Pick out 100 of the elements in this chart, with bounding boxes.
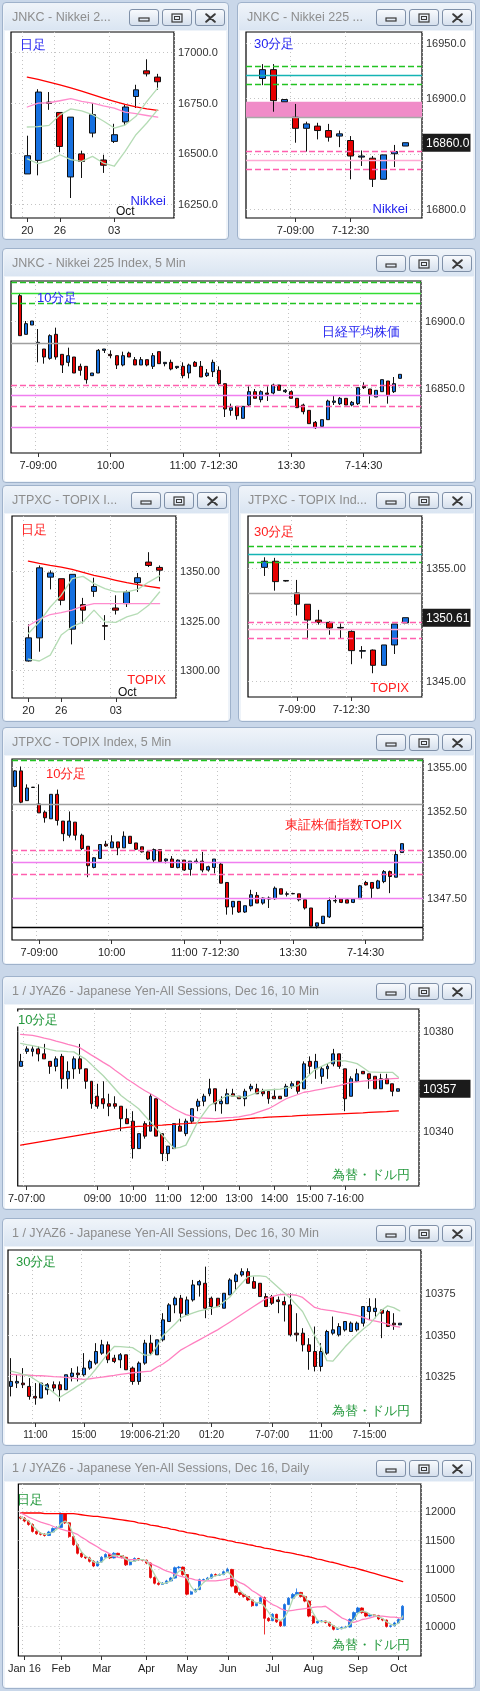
annotation: 日足 — [17, 1491, 43, 1507]
y-tick-label: 1355.00 — [426, 562, 466, 575]
x-tick-label: 13:00 — [225, 1191, 253, 1204]
annotation: 日経平均株価 — [322, 323, 400, 339]
annotation: TOPIX — [370, 679, 410, 695]
y-tick-label: 10350 — [425, 1328, 456, 1341]
x-tick-label: 7-12:30 — [331, 223, 370, 236]
y-tick-label: 10380 — [423, 1025, 454, 1038]
annotation: 東証株価指数TOPIX — [285, 816, 403, 832]
y-tick-label: 16750.0 — [178, 96, 218, 109]
x-tick-label: 10:00 — [96, 458, 125, 471]
x-tick-label: 7-16:00 — [326, 1191, 364, 1204]
x-tick-label: 03 — [108, 223, 121, 236]
x-tick-label: 26 — [55, 703, 68, 716]
x-tick-label: 7-09:00 — [276, 223, 315, 236]
text: 16860.0 — [426, 135, 470, 150]
x-tick-label: 6-21:20 — [145, 1428, 181, 1440]
x-tick-label: 14:00 — [260, 1191, 289, 1204]
x-tick-label: Apr — [137, 1661, 156, 1674]
annotation: 為替・ドル円 — [332, 1402, 410, 1418]
annotation: Oct — [116, 204, 136, 218]
x-tick-label: 7-14:30 — [345, 458, 383, 471]
y-tick-label: 10500 — [425, 1591, 456, 1604]
x-tick-label: 11:00 — [23, 1428, 48, 1440]
x-tick-label: 7-12:30 — [201, 945, 240, 958]
annotation: 10分足 — [18, 1011, 59, 1027]
annotation: 日足 — [21, 521, 47, 537]
annotation: 日足 — [20, 36, 46, 52]
x-tick-label: 15:00 — [296, 1191, 324, 1204]
x-tick-label: 11:00 — [308, 1428, 334, 1440]
chart-title: JTPXC - TOPIX Index, 5 Min — [12, 735, 172, 750]
chart-title: JNKC - Nikkei 225 Index, 5 Min — [12, 256, 186, 271]
x-tick-label: 19:00 — [119, 1428, 146, 1440]
x-tick-label: 11:00 — [154, 1191, 182, 1204]
chart-title: JTPXC - TOPIX I... — [12, 493, 118, 508]
x-tick-label: 13:30 — [279, 945, 307, 958]
y-tick-label: 1345.00 — [426, 675, 466, 688]
y-tick-label: 10340 — [423, 1125, 454, 1138]
x-tick-label: 12:00 — [189, 1191, 218, 1204]
y-tick-label: 1325.00 — [180, 614, 220, 627]
y-tick-label: 16900.0 — [426, 92, 466, 105]
text: 10357 — [423, 1081, 457, 1096]
x-tick-label: 7-07:00 — [7, 1191, 46, 1204]
x-tick-label: 7-09:00 — [20, 945, 58, 958]
y-tick-label: 1352.50 — [427, 804, 467, 817]
x-tick-label: 20 — [21, 223, 34, 236]
x-tick-label: Feb — [51, 1661, 71, 1674]
x-tick-label: 7-14:30 — [346, 945, 385, 958]
y-tick-label: 16850.0 — [425, 381, 465, 394]
annotation: Nikkei — [372, 200, 409, 216]
chart-title: JTPXC - TOPIX Ind... — [248, 493, 368, 508]
y-tick-label: 16800.0 — [426, 203, 466, 216]
x-tick-label: Aug — [303, 1661, 324, 1674]
annotation: 10分足 — [37, 289, 78, 305]
annotation: TOPIX — [127, 671, 167, 687]
annotation: Oct — [118, 685, 138, 699]
y-tick-label: 16500.0 — [178, 147, 218, 160]
y-tick-label: 1300.00 — [180, 664, 220, 677]
x-tick-label: 20 — [22, 703, 35, 716]
y-tick-label: 16950.0 — [426, 37, 466, 50]
y-tick-label: 1355.00 — [427, 760, 467, 773]
x-tick-label: 03 — [109, 703, 122, 716]
x-tick-label: 11:00 — [169, 458, 197, 471]
y-tick-label: 10325 — [425, 1370, 456, 1383]
y-tick-label: 1350.00 — [427, 848, 467, 861]
x-tick-label: 7-15:00 — [352, 1428, 387, 1440]
x-tick-label: Sep — [348, 1661, 368, 1674]
chart-title: JNKC - Nikkei 225 ... — [247, 10, 364, 25]
y-tick-label: 11000 — [425, 1562, 455, 1575]
annotation: 30分足 — [254, 523, 295, 539]
x-tick-label: Oct — [390, 1661, 408, 1674]
annotation: 30分足 — [16, 1253, 57, 1269]
x-tick-label: 15:00 — [71, 1428, 97, 1440]
x-tick-label: 10:00 — [119, 1191, 147, 1204]
x-tick-label: 26 — [53, 223, 67, 236]
x-tick-label: 7-09:00 — [19, 458, 57, 471]
y-tick-label: 16250.0 — [178, 197, 218, 210]
x-tick-label: Jan 16 — [7, 1661, 41, 1674]
annotation: 為替・ドル円 — [332, 1166, 410, 1182]
annotation: 10分足 — [46, 765, 87, 781]
y-tick-label: 10000 — [425, 1620, 456, 1633]
x-tick-label: 7-07:00 — [255, 1428, 290, 1440]
x-tick-label: Jun — [218, 1661, 237, 1674]
y-tick-label: 10375 — [425, 1287, 456, 1300]
annotation: 30分足 — [254, 35, 295, 51]
chart-title: JNKC - Nikkei 2... — [12, 10, 111, 25]
x-tick-label: Mar — [92, 1661, 112, 1674]
chart-title: 1 / JYAZ6 - Japanese Yen-All Sessions, Dec 16, 30 Min — [12, 1226, 319, 1241]
annotation: 為替・ドル円 — [332, 1636, 410, 1652]
y-tick-label: 11500 — [425, 1534, 455, 1547]
x-tick-label: 11:00 — [170, 945, 198, 958]
x-tick-label: 09:00 — [83, 1191, 112, 1204]
x-tick-label: 7-09:00 — [278, 702, 316, 715]
x-tick-label: 10:00 — [97, 945, 126, 958]
chart-title: 1 / JYAZ6 - Japanese Yen-All Sessions, Dec 16, 10 Min — [12, 984, 319, 999]
x-tick-label: 13:30 — [277, 458, 306, 471]
y-tick-label: 16900.0 — [425, 315, 465, 327]
x-tick-label: Jul — [265, 1661, 280, 1674]
y-tick-label: 12000 — [425, 1505, 456, 1518]
y-tick-label: 1350.00 — [180, 565, 220, 578]
